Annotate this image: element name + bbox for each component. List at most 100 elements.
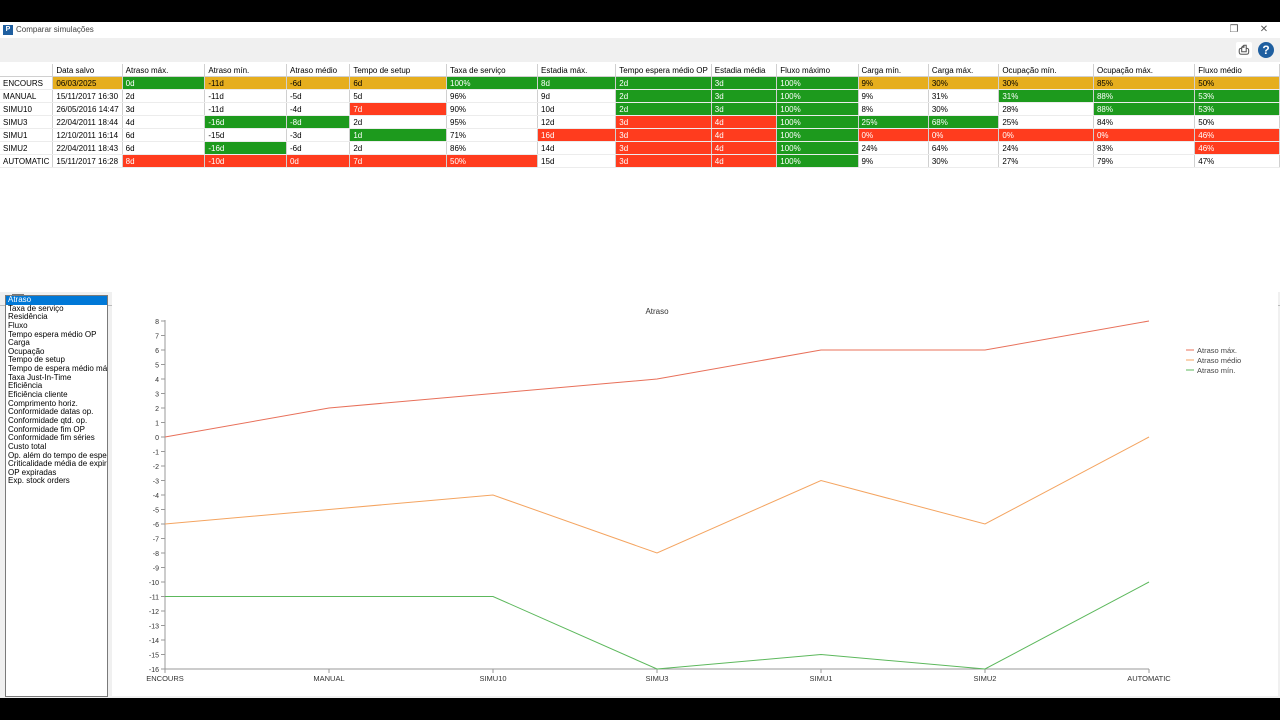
table-cell: 25% <box>858 115 929 129</box>
table-row[interactable]: SIMU2 22/04/2011 18:43 6d -16d -6d 2d 86% 14d 3d… <box>0 141 1280 155</box>
column-header[interactable]: Atraso máx. <box>122 64 206 77</box>
metric-list-item[interactable]: Conformidade datas op. <box>8 408 94 417</box>
table-cell: 3d <box>615 128 712 142</box>
printer-icon[interactable]: ⎙ <box>1236 42 1252 58</box>
table-cell: 50% <box>1194 115 1280 129</box>
metric-list-item[interactable]: Ocupação <box>8 347 45 356</box>
metric-list-item[interactable]: Tempo de espera médio máquina <box>8 365 107 374</box>
table-cell: 30% <box>928 102 1000 116</box>
table-row[interactable]: SIMU1 12/10/2011 16:14 6d -15d -3d 1d 71% 16d 3d… <box>0 128 1280 142</box>
column-header[interactable]: Estadia máx. <box>537 64 617 77</box>
metric-list-item[interactable]: Conformidade fim séries <box>8 434 95 443</box>
metric-list-item[interactable]: Tempo de setup <box>8 356 65 365</box>
column-header[interactable]: Ocupação máx. <box>1093 64 1196 77</box>
table-cell: 4d <box>711 141 778 155</box>
table-row[interactable]: SIMU10 26/05/2016 14:47 3d -11d -4d 7d 90% 10d 2… <box>0 102 1280 116</box>
x-tick-label: SIMU2 <box>974 674 997 683</box>
metric-list-item[interactable]: Taxa Just-In-Time <box>8 373 72 382</box>
column-header[interactable] <box>0 64 54 77</box>
help-icon[interactable]: ? <box>1258 42 1274 58</box>
metric-list-item[interactable]: Atraso <box>6 296 107 305</box>
row-label: SIMU2 <box>0 141 54 155</box>
table-cell: 24% <box>858 141 929 155</box>
y-tick-label: -3 <box>153 479 159 486</box>
column-header[interactable]: Carga mín. <box>858 64 929 77</box>
metric-list-item[interactable]: Tempo espera médio OP <box>8 330 97 339</box>
metric-list-item[interactable]: Conformidade qtd. op. <box>8 416 88 425</box>
column-header[interactable]: Fluxo máximo <box>776 64 859 77</box>
table-cell: 4d <box>122 115 206 129</box>
column-header[interactable]: Carga máx. <box>928 64 1000 77</box>
table-row[interactable]: MANUAL 15/11/2017 16:30 2d -11d -5d 5d 96% 9d 2d… <box>0 89 1280 103</box>
table-row[interactable]: SIMU3 22/04/2011 18:44 4d -16d -8d 2d 95% 12d 3d… <box>0 115 1280 129</box>
table-cell: -16d <box>204 115 287 129</box>
metric-list-item[interactable]: Conformidade fim OP <box>8 425 85 434</box>
table-cell: 3d <box>122 102 206 116</box>
metric-list-item[interactable]: Eficiência <box>8 382 43 391</box>
table-cell: 5d <box>349 89 448 103</box>
column-header[interactable]: Atraso mín. <box>204 64 287 77</box>
series-line <box>164 320 1150 438</box>
metric-list-item[interactable]: Taxa de serviço <box>8 304 64 313</box>
y-tick-label: -4 <box>153 493 159 500</box>
metric-list-item[interactable]: Exp. stock orders <box>8 477 70 486</box>
table-cell: -11d <box>204 102 287 116</box>
y-tick-label: -1 <box>153 450 159 457</box>
table-cell: -6d <box>286 141 351 155</box>
metric-list-item[interactable]: Eficiência cliente <box>8 391 68 400</box>
series-line <box>165 581 1150 670</box>
column-header[interactable]: Taxa de serviço <box>446 64 539 77</box>
table-cell: 100% <box>776 141 859 155</box>
column-header[interactable]: Fluxo médio <box>1194 64 1280 77</box>
column-header[interactable]: Estadia média <box>711 64 778 77</box>
table-cell: 6d <box>349 76 448 90</box>
table-cell: 100% <box>776 115 859 129</box>
table-row[interactable]: ENCOURS 06/03/2025 0d -11d -6d 6d 100% 8d 2d 3d 10… <box>0 76 1280 90</box>
table-cell: 28% <box>998 102 1094 116</box>
column-header[interactable]: Ocupação mín. <box>998 64 1094 77</box>
metric-list-item[interactable]: Fluxo <box>8 321 28 330</box>
table-cell: 79% <box>1093 154 1196 168</box>
row-label: SIMU10 <box>0 102 54 116</box>
y-tick-label: 2 <box>155 406 159 413</box>
restore-icon[interactable]: ❐ <box>1229 24 1239 35</box>
table-cell: -11d <box>204 89 287 103</box>
table-cell: 100% <box>776 76 859 90</box>
column-header[interactable]: Tempo espera médio OP <box>615 64 712 77</box>
column-header[interactable]: Atraso médio <box>286 64 351 77</box>
table-cell: 24% <box>998 141 1094 155</box>
close-icon[interactable]: ✕ <box>1259 24 1269 35</box>
table-cell: 06/03/2025 <box>52 76 123 90</box>
metric-list-item[interactable]: OP expiradas <box>8 468 57 477</box>
table-cell: 96% <box>446 89 539 103</box>
metric-list-item[interactable]: Carga <box>8 339 30 348</box>
metric-list-item[interactable]: Custo total <box>8 442 47 451</box>
table-cell: -16d <box>204 141 287 155</box>
table-cell: 50% <box>1194 76 1280 90</box>
y-tick-label: 6 <box>155 348 159 355</box>
table-cell: 9% <box>858 89 929 103</box>
table-cell: 95% <box>446 115 539 129</box>
table-cell: 47% <box>1194 154 1280 168</box>
metric-list-item[interactable]: Criticalidade média de expiração <box>8 460 107 469</box>
table-cell: 0% <box>858 128 929 142</box>
table-cell: 68% <box>928 115 1000 129</box>
table-cell: 83% <box>1093 141 1196 155</box>
title-bar: P Comparar simulações ❐ ✕ <box>0 22 1280 38</box>
table-cell: 3d <box>615 154 712 168</box>
column-header[interactable]: Tempo de setup <box>349 64 448 77</box>
x-tick-label: SIMU1 <box>810 674 833 683</box>
row-label: ENCOURS <box>0 76 54 90</box>
metric-list-item[interactable]: Op. além do tempo de espera máximo <box>8 451 107 460</box>
table-cell: 0% <box>928 128 1000 142</box>
metric-list-item[interactable]: Residência <box>8 313 48 322</box>
table-row[interactable]: AUTOMATIC 15/11/2017 16:28 8d -10d 0d 7d 50% 15… <box>0 154 1280 168</box>
y-tick-label: 4 <box>155 377 159 384</box>
table-cell: 8d <box>537 76 617 90</box>
chart-area: Atraso 8 7 6 5 4 3 2 1 0 -1 -2 -3 -4 -5 -6 -7 -8 -9 -10 -11 -… <box>112 290 1278 696</box>
column-header[interactable]: Data salvo <box>52 64 123 77</box>
metric-list[interactable]: Atraso Taxa de serviço Residência Fluxo Temp… <box>5 295 108 697</box>
app-icon: P <box>3 25 13 35</box>
metric-list-item[interactable]: Comprimento horiz. <box>8 399 78 408</box>
y-tick-label: -15 <box>149 653 159 660</box>
